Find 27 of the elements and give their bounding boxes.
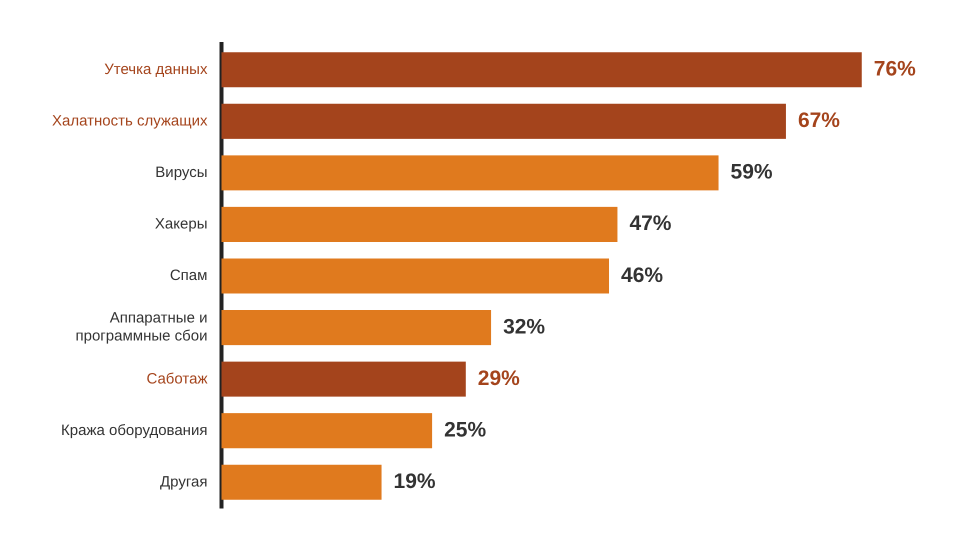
- data-label: 29%: [478, 366, 520, 390]
- bar: [221, 413, 432, 448]
- y-tick-label: Другая: [160, 473, 208, 490]
- y-tick-label: Вирусы: [155, 164, 208, 182]
- bar: [221, 155, 719, 190]
- data-label: 47%: [629, 212, 672, 236]
- y-tick-label: Аппаратные и программные сбои: [75, 310, 208, 345]
- y-tick-label: Спам: [170, 267, 208, 284]
- bar: [221, 310, 492, 346]
- data-label: 19%: [394, 470, 436, 494]
- data-label: 76%: [874, 58, 916, 81]
- y-tick-label: Кража оборудования: [61, 422, 208, 439]
- data-label: 32%: [503, 315, 546, 338]
- y-tick-label: Утечка данных: [104, 60, 208, 78]
- data-label: 67%: [798, 109, 840, 132]
- bar: [221, 362, 466, 397]
- y-tick-label: Хакеры: [154, 216, 208, 233]
- y-tick-label: Саботаж: [146, 370, 208, 388]
- bar: [221, 258, 610, 294]
- bar: [221, 104, 786, 139]
- data-label: 46%: [621, 264, 664, 287]
- data-label: 59%: [730, 160, 773, 184]
- bar: [221, 52, 862, 88]
- data-label: 25%: [444, 418, 486, 442]
- y-tick-label: Халатность служащих: [52, 112, 208, 130]
- bar: [221, 206, 618, 242]
- bar: [221, 464, 382, 500]
